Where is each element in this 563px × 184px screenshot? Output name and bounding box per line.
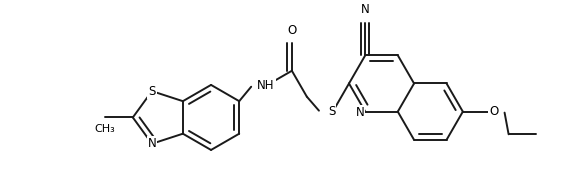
Text: N: N xyxy=(355,106,364,119)
Text: N: N xyxy=(148,137,157,150)
Text: S: S xyxy=(328,105,336,118)
Text: CH₃: CH₃ xyxy=(95,124,115,134)
Text: N: N xyxy=(361,3,370,16)
Text: S: S xyxy=(148,85,155,98)
Text: O: O xyxy=(489,105,498,118)
Text: NH: NH xyxy=(257,79,275,92)
Text: O: O xyxy=(287,24,297,37)
